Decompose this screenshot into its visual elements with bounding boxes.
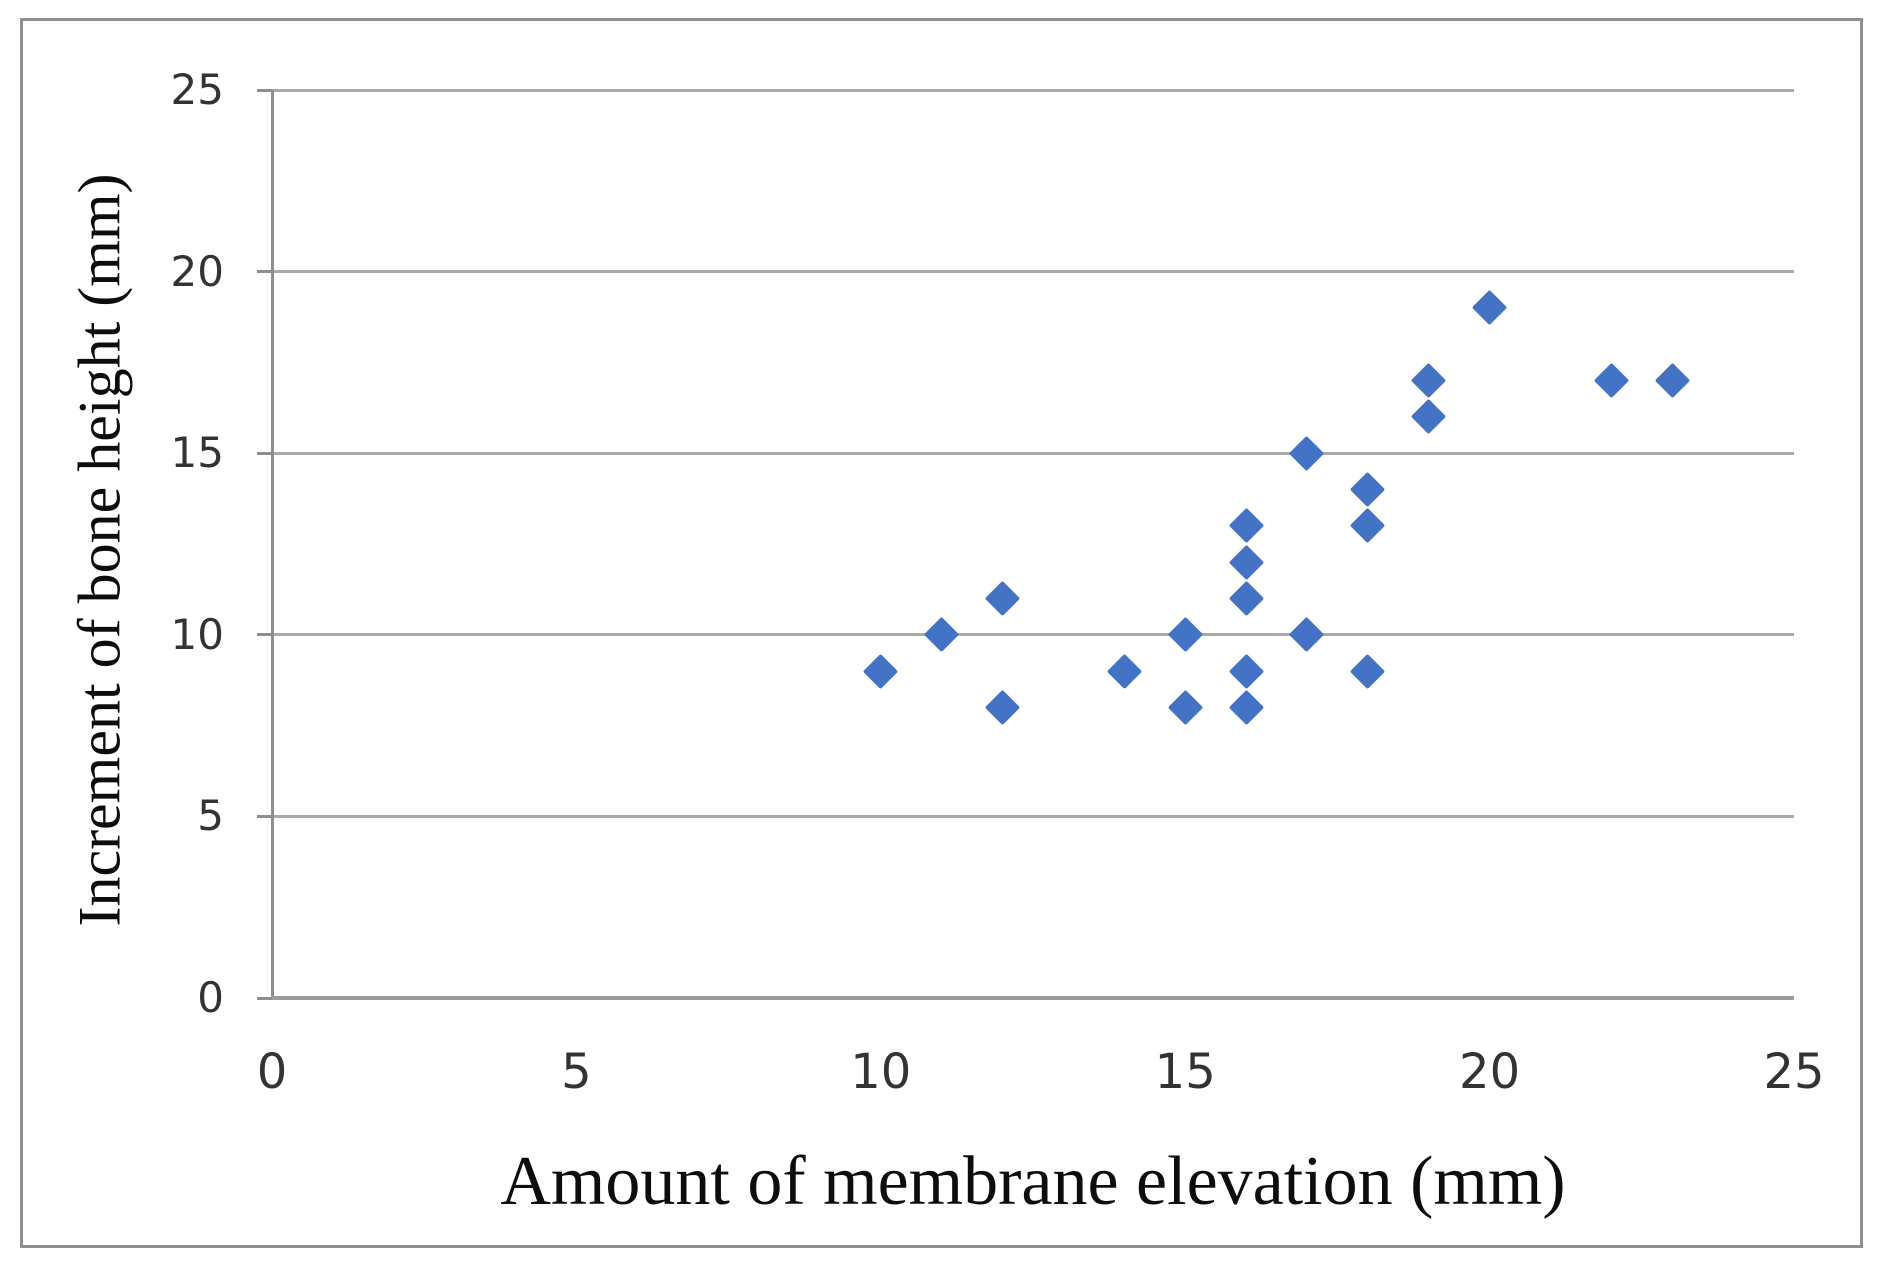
y-axis-tick-25 [257, 88, 272, 92]
x-tick-label-5: 5 [561, 1044, 592, 1100]
scatter-point-16-9 [1228, 653, 1264, 689]
gridline-y-5 [272, 814, 1794, 818]
y-axis-tick-20 [257, 270, 272, 274]
y-axis-line [271, 90, 274, 998]
scatter-point-18-13 [1350, 508, 1386, 544]
y-tick-label-15: 15 [170, 428, 224, 478]
scatter-point-19-17 [1411, 362, 1447, 399]
gridline-y-10 [272, 633, 1794, 637]
figure-border [20, 18, 1863, 1248]
scatter-point-23-17 [1654, 362, 1690, 399]
scatter-point-17-10 [1289, 617, 1325, 653]
scatter-point-11-10 [923, 617, 960, 653]
gridline-y-25 [272, 88, 1794, 92]
x-axis-title: Amount of membrane elevation (mm) [500, 1143, 1566, 1220]
scatter-point-12-11 [984, 580, 1021, 617]
scatter-point-18-14 [1350, 471, 1386, 508]
gridline-y-15 [272, 451, 1794, 455]
scatter-point-14-9 [1106, 653, 1142, 689]
gridline-y-20 [272, 270, 1794, 274]
x-tick-label-15: 15 [1154, 1044, 1216, 1100]
scatter-point-15-10 [1167, 617, 1203, 653]
scatter-point-16-13 [1228, 508, 1264, 544]
y-axis-tick-15 [257, 451, 272, 455]
x-tick-label-20: 20 [1459, 1044, 1521, 1100]
y-axis-tick-10 [257, 633, 272, 637]
x-tick-label-0: 0 [256, 1044, 288, 1100]
scatter-point-16-11 [1228, 580, 1264, 617]
x-tick-label-10: 10 [850, 1044, 912, 1100]
x-axis-line [271, 996, 1794, 1000]
y-axis-tick-0 [257, 996, 272, 1000]
scatter-point-18-9 [1350, 653, 1386, 689]
scatter-point-20-19 [1471, 290, 1508, 326]
scatter-point-22-17 [1593, 362, 1630, 399]
scatter-point-15-8 [1167, 689, 1203, 726]
y-tick-label-10: 10 [170, 609, 224, 659]
scatter-point-19-16 [1411, 399, 1447, 435]
y-tick-label-0: 0 [197, 973, 224, 1022]
y-axis-title: Increment of bone height (mm) [66, 173, 133, 927]
scatter-point-16-12 [1228, 544, 1264, 580]
scatter-point-16-8 [1228, 689, 1264, 726]
plot-area [257, 88, 1794, 1000]
y-tick-label-5: 5 [197, 791, 224, 841]
scatter-point-12-8 [984, 689, 1021, 726]
x-tick-label-25: 25 [1763, 1044, 1825, 1100]
y-tick-label-20: 20 [170, 246, 224, 296]
scatter-point-10-9 [863, 653, 899, 689]
y-tick-label-25: 25 [170, 65, 224, 114]
scatter-point-17-15 [1289, 435, 1325, 471]
y-axis-tick-5 [257, 814, 272, 818]
